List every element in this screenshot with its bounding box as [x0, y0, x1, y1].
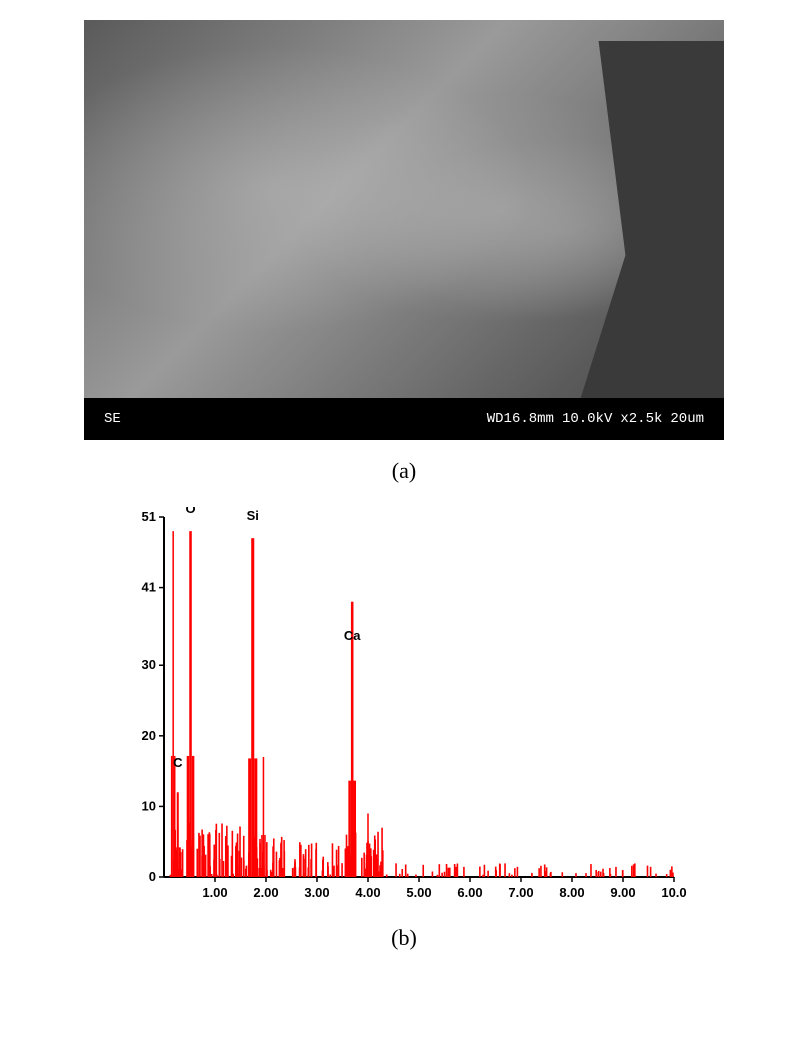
svg-text:2.00: 2.00	[253, 885, 278, 900]
svg-text:10: 10	[142, 798, 156, 813]
subfigure-a-label: (a)	[392, 458, 416, 484]
svg-text:1.00: 1.00	[202, 885, 227, 900]
sem-image-panel: SE WD16.8mm 10.0kV x2.5k 20um	[84, 20, 724, 440]
sem-magnification: x2.5k	[620, 411, 662, 427]
subfigure-b-label: (b)	[391, 925, 417, 951]
svg-text:0: 0	[149, 869, 156, 884]
sem-params: WD16.8mm 10.0kV x2.5k 20um	[487, 411, 704, 427]
svg-text:9.00: 9.00	[610, 885, 635, 900]
sem-detector-label: SE	[104, 411, 121, 427]
svg-text:20: 20	[142, 728, 156, 743]
sem-micrograph: SE WD16.8mm 10.0kV x2.5k 20um	[84, 20, 724, 440]
svg-text:30: 30	[142, 657, 156, 672]
eds-svg: 0 10 20 30 41 51 1.00 2.00 3.00 4.00 5.00 6.00 7.00 8…	[119, 507, 689, 907]
sem-scale: 20um	[670, 411, 704, 427]
eds-spectrum-chart: 0 10 20 30 41 51 1.00 2.00 3.00 4.00 5.00 6.00 7.00 8…	[119, 507, 689, 907]
svg-text:7.00: 7.00	[508, 885, 533, 900]
svg-text:51: 51	[142, 509, 156, 524]
svg-text:41: 41	[142, 580, 156, 595]
svg-text:6.00: 6.00	[457, 885, 482, 900]
svg-text:10.0: 10.0	[661, 885, 686, 900]
svg-text:Si: Si	[247, 508, 259, 523]
sem-info-bar: SE WD16.8mm 10.0kV x2.5k 20um	[84, 398, 724, 440]
svg-text:4.00: 4.00	[355, 885, 380, 900]
sem-voltage: 10.0kV	[562, 411, 612, 427]
svg-text:Ca: Ca	[344, 628, 361, 643]
svg-text:C: C	[173, 755, 183, 770]
svg-text:8.00: 8.00	[559, 885, 584, 900]
svg-text:5.00: 5.00	[406, 885, 431, 900]
svg-text:3.00: 3.00	[304, 885, 329, 900]
svg-text:O: O	[185, 507, 195, 516]
sem-wd: WD16.8mm	[487, 411, 554, 427]
